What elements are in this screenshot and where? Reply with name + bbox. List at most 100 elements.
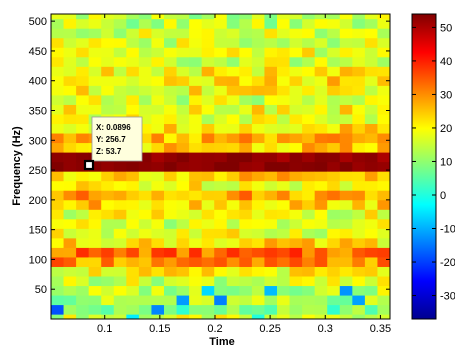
y-tick-label: 300 <box>29 135 47 147</box>
heatmap-cell <box>352 218 366 229</box>
heatmap-cell <box>239 37 253 48</box>
heatmap-cell <box>113 18 127 29</box>
heatmap-cell <box>226 276 240 287</box>
datatip[interactable]: X: 0.0896 Y: 256.7 Z: 53.7 <box>83 116 143 171</box>
heatmap-cell <box>364 180 378 191</box>
heatmap-cell <box>51 180 64 191</box>
heatmap-cell <box>151 14 165 20</box>
x-tick-label: 0.2 <box>207 323 222 335</box>
heatmap-cell <box>101 285 115 296</box>
heatmap-cell <box>189 171 203 182</box>
heatmap-cell <box>126 199 140 210</box>
heatmap-cell <box>101 190 115 201</box>
heatmap-cell <box>226 209 240 220</box>
heatmap-cell <box>327 161 341 172</box>
heatmap-cell <box>164 152 177 163</box>
heatmap-cell <box>214 56 228 67</box>
heatmap-cell <box>226 133 240 144</box>
datatip-y: Y: 256.7 <box>96 135 126 144</box>
heatmap-cell <box>88 85 102 96</box>
heatmap-cell <box>289 285 303 296</box>
heatmap-cell <box>352 114 366 125</box>
heatmap-cell <box>88 237 102 248</box>
heatmap-cell <box>264 161 278 172</box>
heatmap-cell <box>201 104 215 115</box>
heatmap-cell <box>239 304 253 315</box>
heatmap-cell <box>302 171 316 182</box>
heatmap-cell <box>214 314 228 319</box>
heatmap-cell <box>289 66 303 77</box>
heatmap-cell <box>327 37 341 48</box>
heatmap-cell <box>126 295 140 306</box>
heatmap-cell <box>76 123 90 134</box>
heatmap-cell <box>251 161 265 172</box>
heatmap-cell <box>277 142 290 153</box>
heatmap-cell <box>138 247 152 258</box>
heatmap-cell <box>251 14 265 20</box>
heatmap-cell <box>201 218 215 229</box>
heatmap-cell <box>377 209 390 220</box>
heatmap-cell <box>377 257 390 267</box>
heatmap-cell <box>138 18 152 29</box>
datatip-marker[interactable] <box>83 159 95 171</box>
heatmap-cell <box>88 209 102 220</box>
heatmap-cell <box>101 28 115 39</box>
heatmap-cell <box>201 285 215 296</box>
heatmap-cell <box>51 237 64 248</box>
y-axis-ticks: 50 100 150 200 250 300 350 400 450 500 <box>29 16 390 296</box>
heatmap-cell <box>138 190 152 201</box>
heatmap-cell <box>76 209 90 220</box>
heatmap-cell <box>352 133 366 144</box>
heatmap-cell <box>264 104 278 115</box>
heatmap-cell <box>201 66 215 77</box>
heatmap-cell <box>101 199 115 210</box>
heatmap-cell <box>113 199 127 210</box>
heatmap-cell <box>164 228 177 239</box>
heatmap-cell <box>277 237 290 248</box>
heatmap-cell <box>113 209 127 220</box>
heatmap-cell <box>176 257 190 267</box>
heatmap-cell <box>176 142 190 153</box>
heatmap-cell <box>364 28 378 39</box>
heatmap-cell <box>239 66 253 77</box>
heatmap-cell <box>126 285 140 296</box>
heatmap-cell <box>176 247 190 258</box>
heatmap-cell <box>251 276 265 287</box>
heatmap-cell <box>138 114 152 125</box>
heatmap-cell <box>88 190 102 201</box>
heatmap-cell <box>126 47 140 58</box>
heatmap-cell <box>126 276 140 287</box>
heatmap-cell <box>101 14 115 20</box>
x-tick-label: 0.3 <box>318 323 333 335</box>
heatmap-cell <box>189 199 203 210</box>
heatmap-cell <box>251 47 265 58</box>
heatmap-cell <box>164 37 177 48</box>
heatmap-cell <box>364 142 378 153</box>
heatmap-cell <box>189 123 203 134</box>
heatmap-cell <box>164 104 177 115</box>
heatmap-cell <box>302 190 316 201</box>
heatmap-cell <box>364 304 378 315</box>
heatmap-cell <box>339 285 353 296</box>
heatmap-cell <box>176 75 190 86</box>
heatmap-cell <box>239 47 253 58</box>
heatmap-cell <box>277 66 290 77</box>
heatmap-cell <box>164 285 177 296</box>
heatmap-cell <box>277 152 290 163</box>
colorbar-tick-label: 40 <box>440 56 452 68</box>
heatmap-cell <box>101 314 115 319</box>
heatmap-cell <box>226 66 240 77</box>
heatmap-cell <box>113 285 127 296</box>
heatmap-cell <box>189 304 203 315</box>
heatmap-cell <box>51 75 64 86</box>
heatmap-cell <box>88 75 102 86</box>
colorbar-tick-label: 30 <box>440 89 452 101</box>
heatmap-cell <box>239 161 253 172</box>
x-axis-label: Time <box>209 336 234 345</box>
heatmap-cell <box>264 37 278 48</box>
heatmap-cell <box>214 237 228 248</box>
heatmap-cell <box>138 285 152 296</box>
heatmap-cell <box>113 266 127 277</box>
heatmap-cell <box>264 28 278 39</box>
heatmap-cell <box>377 85 390 96</box>
